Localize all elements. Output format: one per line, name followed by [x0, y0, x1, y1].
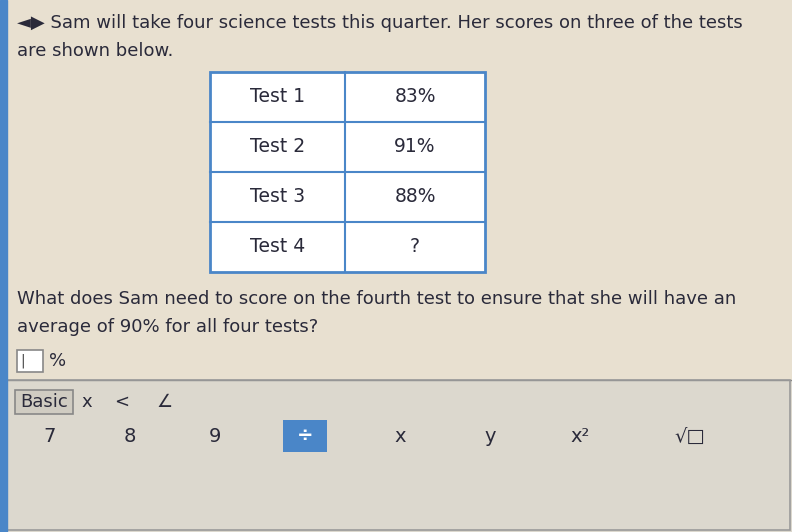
Text: 83%: 83% [394, 87, 436, 106]
Text: ◄▶ Sam will take four science tests this quarter. Her scores on three of the tes: ◄▶ Sam will take four science tests this… [17, 14, 743, 32]
Text: 91%: 91% [394, 137, 436, 156]
Text: Test 2: Test 2 [250, 137, 305, 156]
Text: x: x [82, 393, 93, 411]
Text: Test 1: Test 1 [250, 87, 305, 106]
Text: 88%: 88% [394, 187, 436, 206]
Text: ?: ? [410, 237, 420, 256]
Text: Test 3: Test 3 [250, 187, 305, 206]
Text: y: y [484, 427, 496, 445]
Text: average of 90% for all four tests?: average of 90% for all four tests? [17, 318, 318, 336]
Text: 7: 7 [44, 427, 56, 445]
Text: Basic: Basic [20, 393, 68, 411]
Text: Test 4: Test 4 [249, 237, 305, 256]
Text: are shown below.: are shown below. [17, 42, 173, 60]
Text: ÷: ÷ [297, 427, 314, 445]
Bar [15, 390, 73, 414]
Text: <: < [115, 393, 130, 411]
Text: x: x [394, 427, 406, 445]
Bar [2, 380, 790, 530]
Text: x²: x² [570, 427, 590, 445]
Bar [0, 380, 792, 532]
Bar [17, 350, 43, 372]
Text: √□: √□ [675, 427, 706, 445]
Bar [0, 0, 7, 532]
Text: ∠: ∠ [157, 393, 173, 411]
Text: 9: 9 [209, 427, 221, 445]
Text: |: | [20, 354, 25, 368]
Bar [283, 420, 327, 452]
Text: 8: 8 [124, 427, 136, 445]
Bar [210, 72, 485, 272]
Text: %: % [49, 352, 66, 370]
Text: What does Sam need to score on the fourth test to ensure that she will have an: What does Sam need to score on the fourt… [17, 290, 737, 308]
